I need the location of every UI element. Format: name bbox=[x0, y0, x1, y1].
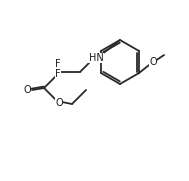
Text: F: F bbox=[55, 69, 61, 79]
Text: O: O bbox=[149, 57, 157, 67]
Text: O: O bbox=[55, 98, 63, 108]
Text: HN: HN bbox=[89, 53, 103, 63]
Text: F: F bbox=[55, 59, 61, 69]
Text: O: O bbox=[23, 85, 31, 95]
